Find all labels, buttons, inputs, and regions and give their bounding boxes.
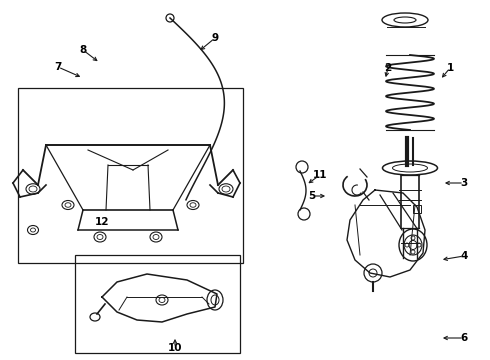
Bar: [75, 255, 240, 353]
Text: 2: 2: [384, 63, 392, 73]
Text: 8: 8: [79, 45, 87, 55]
Text: 1: 1: [446, 63, 454, 73]
Text: 12: 12: [95, 217, 109, 227]
Text: 5: 5: [308, 191, 316, 201]
Text: 11: 11: [313, 170, 327, 180]
Text: 4: 4: [460, 251, 467, 261]
Text: 7: 7: [54, 62, 62, 72]
Text: 6: 6: [461, 333, 467, 343]
Text: 9: 9: [212, 33, 219, 43]
Bar: [18, 88, 243, 263]
Bar: [413, 205, 421, 213]
Text: 10: 10: [168, 343, 182, 353]
Text: 3: 3: [461, 178, 467, 188]
